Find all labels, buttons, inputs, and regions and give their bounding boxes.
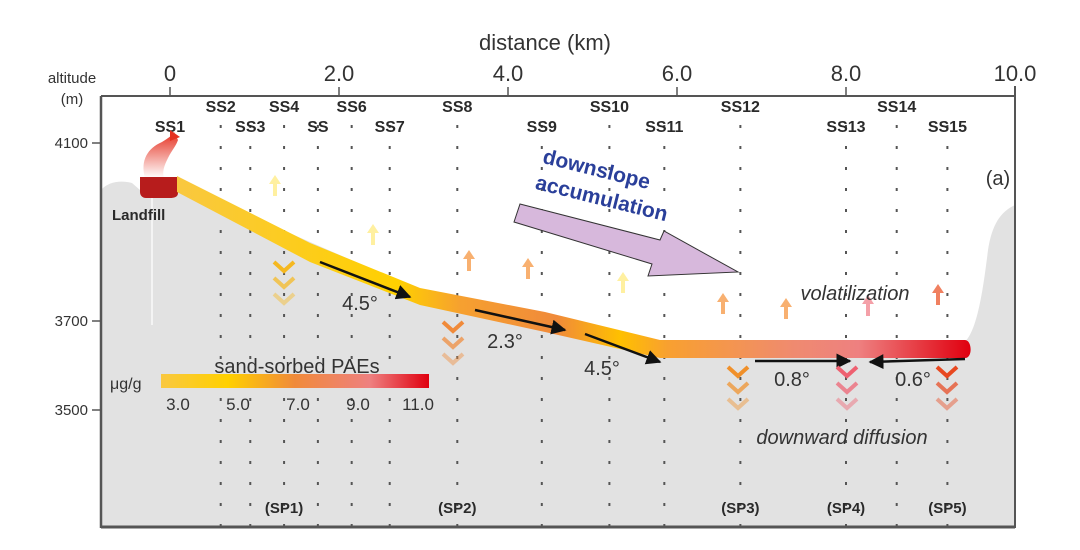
site-label: SS15 (928, 119, 967, 136)
diffusion-chevron-icon (272, 292, 296, 306)
volatilization-arrow-icon (463, 250, 475, 271)
site-label: SS14 (877, 99, 916, 116)
volatilization-arrow-icon (269, 175, 281, 196)
site-label: SS13 (826, 119, 865, 136)
y-tick-label: 3700 (55, 313, 88, 330)
profile-label: (SP2) (438, 500, 476, 517)
x-tick-label: 8.0 (831, 61, 862, 86)
slope-angle-4: 0.8° (774, 369, 810, 391)
y-axis-ticks: 4100 3700 3500 (55, 135, 101, 419)
site-label: SS3 (235, 119, 265, 136)
colorbar-tick-label: 7.0 (286, 395, 310, 414)
x-tick-label: 10.0 (994, 61, 1037, 86)
colorbar-title: sand-sorbed PAEs (214, 356, 379, 378)
diffusion-chevron-icon (935, 365, 959, 379)
diffusion-chevron-icon (726, 365, 750, 379)
slope-angle-5: 0.6° (895, 369, 931, 391)
diffusion-chevron-icon (726, 397, 750, 411)
y-axis-title: altitude (48, 70, 96, 87)
x-tick-label: 6.0 (662, 61, 693, 86)
volatilization-arrows (269, 175, 944, 319)
colorbar-gradient (161, 374, 429, 388)
site-label: SS2 (206, 99, 236, 116)
colorbar-tick-label: 11.0 (402, 395, 434, 414)
diffusion-chevron-icon (441, 352, 465, 366)
slope-angle-2: 2.3° (487, 331, 523, 353)
volatilization-arrow-icon (932, 284, 944, 305)
colorbar-tick-label: 5.0 (226, 395, 250, 414)
site-label: SS (307, 119, 329, 136)
x-tick-label: 0 (164, 61, 176, 86)
diffusion-chevrons (272, 260, 959, 411)
slope-angle-3: 4.5° (584, 358, 620, 380)
y-tick-label: 3500 (55, 402, 88, 419)
volatilization-label: volatilization (801, 283, 910, 305)
profile-labels: (SP1) (SP2) (SP3) (SP4) (SP5) (265, 500, 967, 517)
slope-arrows (319, 260, 966, 370)
site-label: SS8 (442, 99, 472, 116)
volatilization-arrow-icon (717, 293, 729, 314)
emission-arrow-icon (170, 130, 180, 141)
profile-label: (SP1) (265, 500, 303, 517)
volatilization-arrow-icon (522, 258, 534, 279)
x-axis-title: distance (km) (479, 30, 611, 55)
landfill: Landfill (112, 130, 180, 224)
downward-diffusion-label: downward diffusion (756, 427, 927, 449)
site-label: SS10 (590, 99, 629, 116)
slope-arrow-1 (319, 260, 412, 300)
colorbar-tick-label: 3.0 (166, 395, 190, 414)
profile-label: (SP4) (827, 500, 865, 517)
volatilization-arrow-icon (367, 224, 379, 245)
y-axis-unit: (m) (61, 91, 84, 108)
diffusion-chevron-icon (272, 276, 296, 290)
diffusion-chevron-icon (935, 397, 959, 411)
slope-arrow-3 (584, 332, 662, 365)
volatilization-arrow-icon (780, 298, 792, 319)
profile-label: (SP5) (928, 500, 966, 517)
y-tick-label: 4100 (55, 135, 88, 152)
site-label: SS4 (269, 99, 299, 116)
diffusion-chevron-icon (441, 336, 465, 350)
colorbar-tick-label: 9.0 (346, 395, 370, 414)
diffusion-chevron-icon (835, 365, 859, 379)
diffusion-chevron-icon (441, 320, 465, 334)
site-label: SS9 (527, 119, 557, 136)
site-label: SS12 (721, 99, 760, 116)
site-label: SS7 (375, 119, 405, 136)
site-label: SS11 (645, 119, 683, 136)
slope-arrow-2 (474, 308, 567, 335)
emission-plume-icon (143, 132, 178, 178)
site-label: SS1 (155, 119, 185, 136)
volatilization-arrow-icon (862, 295, 874, 316)
site-label: SS6 (337, 99, 367, 116)
x-tick-label: 4.0 (493, 61, 524, 86)
colorbar-ticks: 3.0 5.0 7.0 9.0 11.0 (166, 395, 434, 414)
panel-label: (a) (986, 168, 1010, 190)
diffusion-chevron-icon (272, 260, 296, 274)
colorbar: sand-sorbed PAEs μg/g 3.0 5.0 7.0 9.0 11.0 (110, 356, 434, 414)
diffusion-chevron-icon (726, 381, 750, 395)
plot-frame (99, 86, 1016, 529)
profile-label: (SP3) (721, 500, 759, 517)
x-axis-ticks: 0 2.0 4.0 6.0 8.0 10.0 (164, 61, 1037, 96)
diffusion-chevron-icon (835, 381, 859, 395)
colorbar-unit: μg/g (110, 376, 141, 393)
slope-angle-1: 4.5° (342, 293, 378, 315)
diffusion-chevron-icon (935, 381, 959, 395)
slope-arrow-5 (868, 354, 966, 370)
volatilization-arrow-icon (617, 272, 629, 293)
landfill-icon (140, 177, 178, 198)
landfill-label: Landfill (112, 207, 165, 224)
downslope-arrow-icon (513, 203, 740, 277)
diffusion-chevron-icon (835, 397, 859, 411)
x-tick-label: 2.0 (324, 61, 355, 86)
